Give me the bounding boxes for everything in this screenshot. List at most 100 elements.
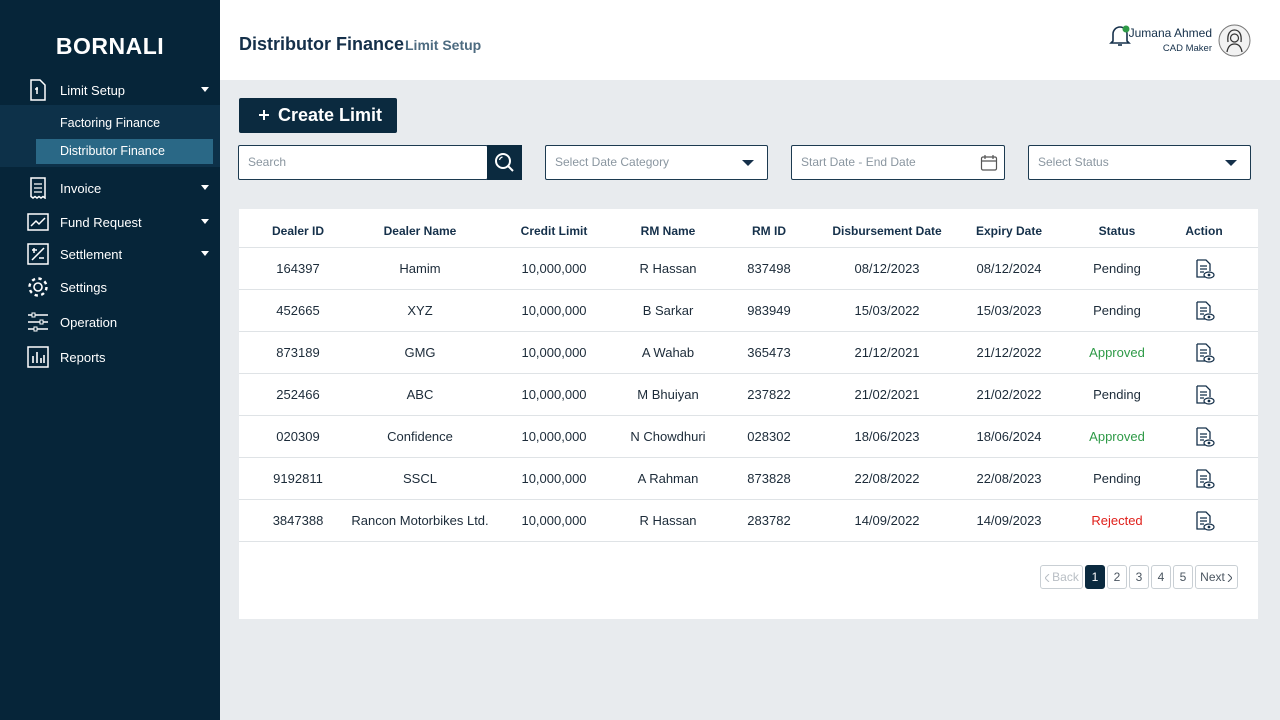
calendar-icon — [980, 155, 998, 171]
create-limit-label: Create Limit — [278, 105, 383, 125]
column-header: Disbursement Date — [832, 224, 942, 238]
row-divider — [239, 415, 1258, 416]
table-cell: Rancon Motorbikes Ltd. — [351, 513, 489, 528]
page-button[interactable]: 5 — [1173, 565, 1193, 589]
column-header: Dealer ID — [271, 224, 325, 238]
table-cell: 08/12/2024 — [976, 261, 1042, 276]
view-action-icon[interactable] — [1195, 469, 1215, 489]
table-cell: 020309 — [276, 429, 320, 444]
page-subtitle: Limit Setup — [405, 37, 482, 53]
sidebar: BORNALI Limit Setup Factoring Finance Dist… — [0, 0, 220, 720]
table-cell: 10,000,000 — [521, 303, 587, 318]
user-role: CAD Maker — [1162, 43, 1212, 54]
search-button[interactable] — [487, 145, 522, 180]
search-placeholder: Search — [248, 155, 287, 169]
menu-icon — [27, 243, 49, 265]
table-cell: SSCL — [403, 471, 437, 486]
menu-label: Limit Setup — [60, 82, 126, 98]
pagination-back-label: Back — [1052, 570, 1079, 584]
status-cell: Pending — [1093, 387, 1141, 402]
user-name: Jumana Ahmed — [1128, 26, 1212, 40]
status-cell: Rejected — [1091, 513, 1143, 528]
status-cell: Pending — [1093, 303, 1141, 318]
status-select[interactable]: Select Status — [1028, 145, 1251, 180]
table-cell: N Chowdhuri — [630, 429, 706, 444]
table-cell: 18/06/2024 — [976, 429, 1042, 444]
table-cell: A Wahab — [641, 345, 695, 360]
table-cell: 21/02/2022 — [976, 387, 1042, 402]
menu-item[interactable]: Limit Setup — [0, 75, 220, 105]
view-action-icon[interactable] — [1195, 385, 1215, 405]
table-cell: Hamim — [399, 261, 441, 276]
table-cell: 283782 — [747, 513, 791, 528]
table-card — [239, 209, 1258, 619]
view-action-icon[interactable] — [1195, 343, 1215, 363]
table-cell: 10,000,000 — [521, 513, 587, 528]
page-title: Distributor Finance — [239, 34, 405, 54]
table-cell: B Sarkar — [642, 303, 694, 318]
table-cell: 873828 — [747, 471, 791, 486]
table-cell: 14/09/2023 — [976, 513, 1042, 528]
table-cell: 164397 — [276, 261, 320, 276]
menu-label: Settings — [60, 279, 107, 295]
status-cell: Pending — [1093, 471, 1141, 486]
menu-item[interactable]: Invoice — [0, 173, 220, 203]
column-header: Dealer Name — [383, 224, 457, 238]
avatar[interactable] — [1218, 24, 1251, 57]
notification-bell[interactable] — [1108, 24, 1132, 48]
table-cell: XYZ — [407, 303, 433, 318]
view-action-icon[interactable] — [1195, 259, 1215, 279]
table-cell: 14/09/2022 — [854, 513, 920, 528]
search-icon — [495, 153, 514, 172]
menu-label: Operation — [60, 314, 118, 330]
row-divider — [239, 247, 1258, 248]
table-cell: 10,000,000 — [521, 471, 587, 486]
menu-item[interactable]: Settlement — [0, 239, 220, 269]
menu-label: Reports — [60, 349, 106, 365]
menu-item[interactable]: Operation — [0, 307, 220, 337]
date-category-select[interactable]: Select Date Category — [545, 145, 768, 180]
pagination-next-label: Next — [1200, 570, 1225, 584]
menu-item[interactable]: Reports — [0, 342, 220, 372]
table-cell: 10,000,000 — [521, 345, 587, 360]
menu-caret — [201, 251, 209, 256]
page-button[interactable]: 1 — [1085, 565, 1105, 589]
menu-item[interactable]: Settings — [0, 272, 220, 302]
table-cell: R Hassan — [639, 261, 697, 276]
menu-caret — [201, 87, 209, 92]
view-action-icon[interactable] — [1195, 427, 1215, 447]
table-cell: 252466 — [276, 387, 320, 402]
table-cell: 22/08/2023 — [976, 471, 1042, 486]
page-button[interactable]: 4 — [1151, 565, 1171, 589]
column-header: Status — [1098, 224, 1136, 238]
view-action-icon[interactable] — [1195, 511, 1215, 531]
dropdown-caret — [742, 160, 754, 166]
menu-icon — [27, 346, 49, 368]
table-cell: 08/12/2023 — [854, 261, 920, 276]
table-cell: 3847388 — [272, 513, 324, 528]
table-cell: 18/06/2023 — [854, 429, 920, 444]
table-cell: 237822 — [747, 387, 791, 402]
page-button[interactable]: 3 — [1129, 565, 1149, 589]
create-limit-button[interactable]: Create Limit — [239, 98, 397, 133]
page-button[interactable]: 2 — [1107, 565, 1127, 589]
row-divider — [239, 499, 1258, 500]
row-divider — [239, 289, 1258, 290]
date-range-input[interactable]: Start Date - End Date — [791, 145, 1005, 180]
view-action-icon[interactable] — [1195, 301, 1215, 321]
column-header: RM Name — [640, 224, 696, 238]
search-input[interactable]: Search — [238, 145, 488, 180]
status-cell: Pending — [1093, 261, 1141, 276]
pagination-back[interactable]: Back — [1040, 565, 1083, 589]
column-header: Credit Limit — [520, 224, 588, 238]
plus-icon — [259, 110, 269, 120]
pagination-next[interactable]: Next — [1195, 565, 1238, 589]
chevron-left — [1045, 574, 1050, 582]
date-category-placeholder: Select Date Category — [555, 155, 670, 169]
menu-label: Fund Request — [60, 214, 142, 230]
table-cell: 837498 — [747, 261, 791, 276]
submenu-item[interactable]: Distributor Finance — [36, 139, 213, 164]
submenu-item[interactable]: Factoring Finance — [60, 116, 161, 130]
menu-item[interactable]: Fund Request — [0, 207, 220, 237]
